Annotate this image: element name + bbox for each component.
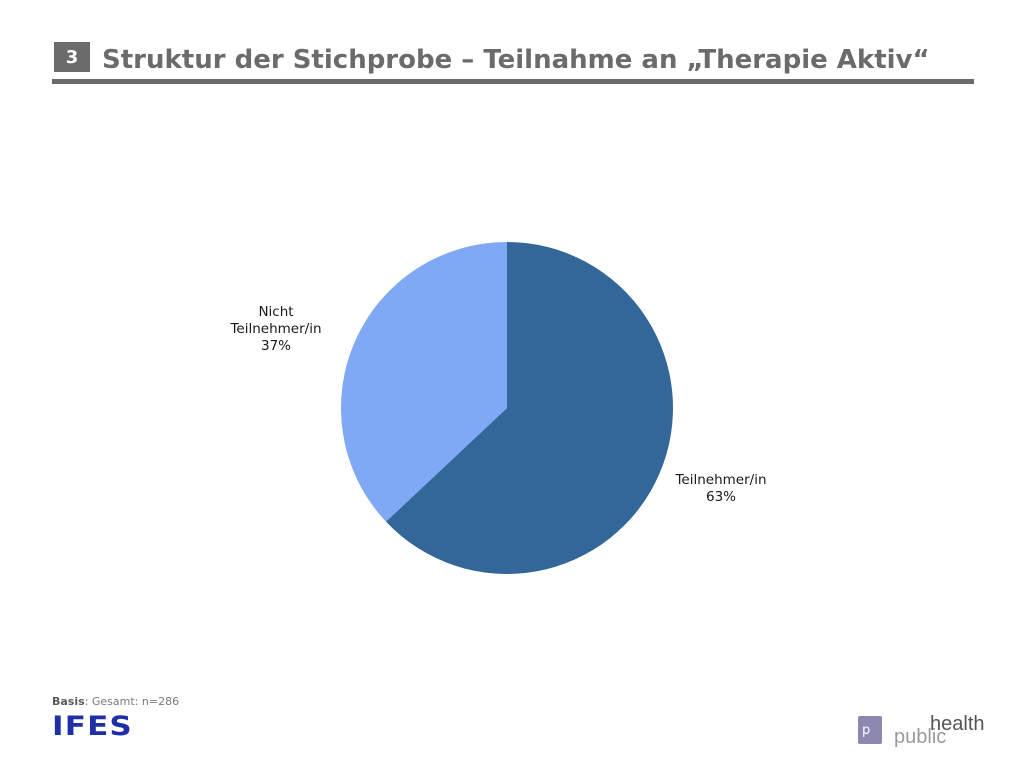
basis-note: Basis: Gesamt: n=286 <box>52 695 179 708</box>
basis-text: : Gesamt: n=286 <box>84 695 180 708</box>
pie-label-teilnehmer: Teilnehmer/in 63% <box>674 472 766 505</box>
public-health-logo: p health public <box>858 713 998 749</box>
public-health-logo-mark: p <box>858 716 882 744</box>
basis-label: Basis <box>52 695 85 708</box>
page-title: Struktur der Stichprobe – Teilnahme an „… <box>102 45 930 75</box>
pie-slice-nicht-teilnehmer <box>341 242 507 522</box>
public-health-logo-public: public <box>894 726 947 748</box>
public-health-logo-health: health <box>930 713 985 735</box>
pie-label-nicht-teilnehmer: Nicht Teilnehmer/in 37% <box>229 304 321 354</box>
ifes-logo: IFES <box>52 711 133 742</box>
slide-number-badge: 3 <box>54 42 90 72</box>
title-underline <box>52 79 974 84</box>
pie-slice-teilnehmer <box>385 242 673 574</box>
